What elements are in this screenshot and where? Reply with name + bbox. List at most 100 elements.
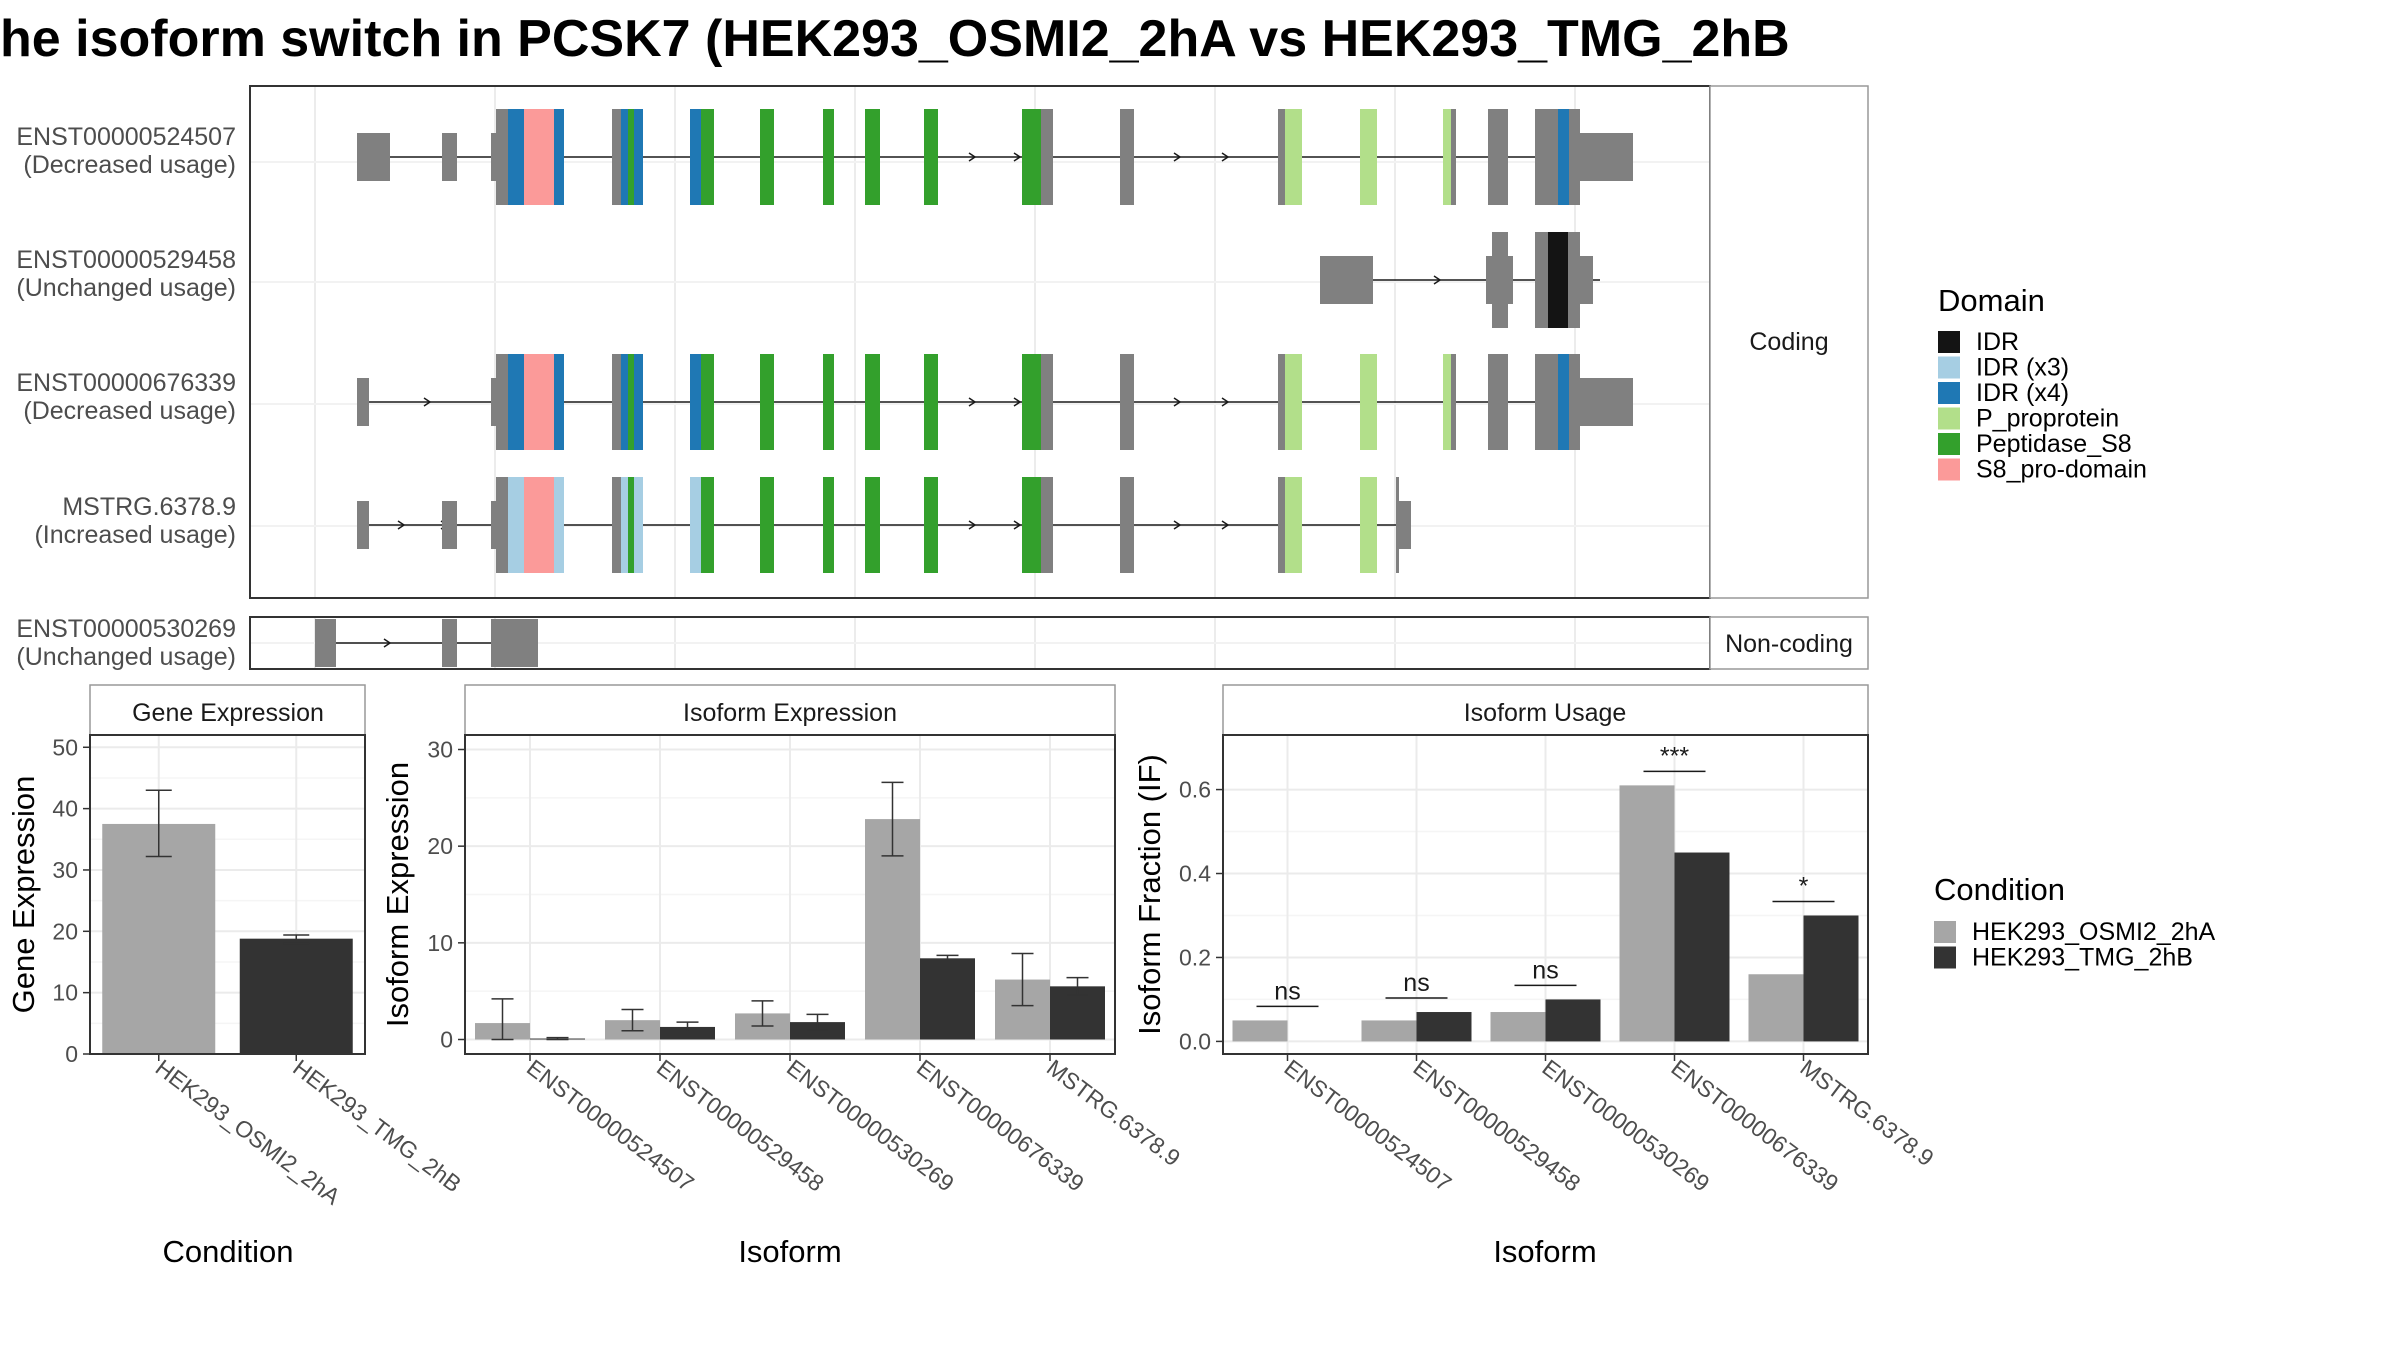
exon-block (1278, 354, 1285, 450)
proprotein-domain (1285, 477, 1302, 573)
y-tick-label: 0.6 (1179, 777, 1211, 803)
utr-block (491, 378, 496, 426)
y-tick-label: 0.4 (1179, 861, 1211, 887)
idr-domain (621, 477, 628, 573)
bar (1748, 974, 1804, 1042)
peptidase-domain (760, 354, 774, 450)
significance-label: ns (1274, 977, 1300, 1005)
peptidase-domain (823, 109, 834, 205)
x-axis-title: Isoform (738, 1234, 841, 1269)
pro-domain (524, 354, 554, 450)
exon-block (1488, 354, 1508, 450)
proprotein-domain (1285, 109, 1302, 205)
peptidase-domain (1022, 354, 1041, 450)
exon-block (1569, 354, 1580, 450)
coding-strip (1709, 85, 1869, 599)
idr-domain (554, 477, 564, 573)
exon-block (1535, 109, 1558, 205)
idr-domain (634, 354, 643, 450)
idr-domain (508, 109, 524, 205)
pro-domain (524, 109, 554, 205)
idr-domain (554, 354, 564, 450)
bar (1674, 852, 1730, 1042)
idr-domain (1558, 109, 1569, 205)
bar-charts: Gene Expression01020304050HEK293_OSMI2_2… (6, 684, 1939, 1269)
utr-block (1580, 133, 1633, 181)
exon-block (357, 378, 369, 426)
significance-label: * (1799, 872, 1809, 900)
isoform-label-id: MSTRG.6378.9 (62, 493, 236, 521)
isoform-label-id: ENST00000530269 (16, 615, 236, 643)
exon-block (1041, 109, 1053, 205)
y-tick-label: 10 (52, 980, 78, 1006)
significance-label: ns (1403, 969, 1429, 997)
domain-legend-label: IDR (x3) (1976, 354, 2069, 382)
exon-block (612, 354, 621, 450)
x-tick-label: MSTRG.6378.9 (1795, 1054, 1938, 1171)
chart-title: Gene Expression (132, 699, 324, 727)
peptidase-domain (924, 109, 938, 205)
peptidase-domain (628, 354, 634, 450)
idr-domain (1548, 232, 1568, 328)
utr-block (1580, 378, 1633, 426)
y-tick-label: 0.0 (1179, 1028, 1211, 1054)
exon-block (1451, 354, 1456, 450)
peptidase-domain (760, 477, 774, 573)
proprotein-domain (1370, 477, 1376, 573)
isoform-label-id: ENST00000676339 (16, 369, 236, 397)
exon-block (496, 109, 508, 205)
condition-legend-label: HEK293_OSMI2_2hA (1972, 918, 2216, 946)
domain-legend-swatch (1938, 407, 1960, 430)
exon-block (1535, 354, 1558, 450)
idr-domain (690, 477, 701, 573)
facet-strip (464, 684, 1116, 736)
proprotein-domain (1360, 354, 1377, 450)
bar (1232, 1020, 1288, 1042)
exon-block (1278, 109, 1285, 205)
peptidase-domain (701, 477, 714, 573)
bar (1490, 1012, 1546, 1042)
x-tick-label: MSTRG.6378.9 (1042, 1054, 1185, 1171)
y-tick-label: 30 (52, 857, 78, 883)
domain-legend-swatch (1938, 356, 1960, 379)
idr-domain (690, 109, 701, 205)
peptidase-domain (924, 354, 938, 450)
utr-block (491, 133, 496, 181)
isoform-label-id: ENST00000529458 (16, 246, 236, 274)
direction-arrow (968, 520, 977, 530)
isoform-label-status: (Decreased usage) (23, 397, 236, 425)
idr-domain (621, 354, 628, 450)
isoform-label-status: (Unchanged usage) (16, 274, 236, 302)
y-tick-label: 30 (427, 737, 453, 763)
direction-arrow (423, 397, 432, 407)
idr-domain (634, 477, 643, 573)
y-axis-title: Gene Expression (6, 776, 41, 1014)
exon-block (1041, 354, 1053, 450)
exon-block (1120, 477, 1134, 573)
noncoding-strip (1709, 616, 1869, 670)
exon-block (442, 619, 457, 667)
exon-block (1488, 109, 1508, 205)
exon-block (1041, 477, 1053, 573)
domain-legend-swatch (1938, 382, 1960, 404)
domain-legend-label: IDR (1976, 328, 2019, 356)
peptidase-domain (701, 354, 714, 450)
exon-block (1451, 109, 1456, 205)
bar (1803, 915, 1859, 1042)
isoform-label-id: ENST00000524507 (16, 123, 236, 151)
idr-domain (1558, 354, 1569, 450)
idr-domain (690, 354, 701, 450)
coding-strip-label: Coding (1749, 328, 1828, 356)
direction-arrow (1221, 520, 1230, 530)
idr-domain (554, 109, 564, 205)
bar (920, 958, 975, 1040)
bar (102, 823, 216, 1054)
y-tick-label: 50 (52, 734, 78, 760)
utr-block (491, 501, 496, 549)
idr-domain (508, 477, 524, 573)
exon-block (1396, 477, 1399, 573)
direction-arrow (1173, 520, 1182, 530)
isoform-label-status: (Decreased usage) (23, 151, 236, 179)
noncoding-strip-label: Non-coding (1725, 630, 1853, 658)
